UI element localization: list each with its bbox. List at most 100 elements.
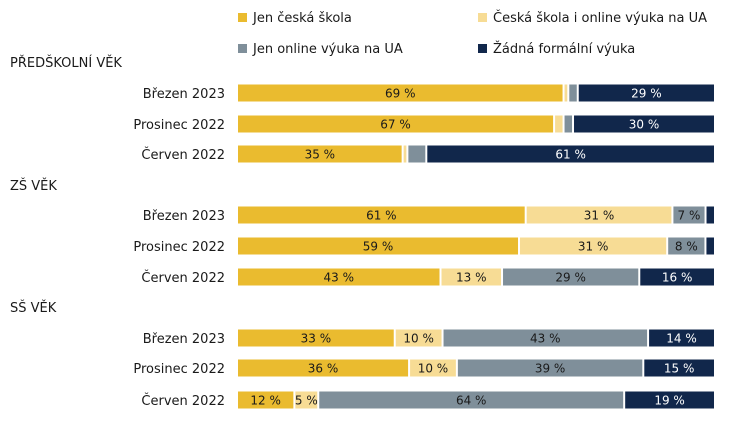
bar-segment-jen-online-vyuka-na-ua <box>319 391 624 409</box>
row-label: Prosinec 2022 <box>133 118 225 133</box>
data-label: 12 % <box>250 394 281 408</box>
bar-segment-ceska-skola-i-online-vyuka-na-ua <box>403 145 407 163</box>
bar-segment-zadna-formalni-vyuka <box>427 145 714 163</box>
data-label: 29 % <box>555 271 586 285</box>
bar-segment-ceska-skola-i-online-vyuka-na-ua <box>295 391 318 409</box>
data-label: 14 % <box>666 332 697 346</box>
bar-row: Březen 2023 69 % 29 % <box>143 84 714 102</box>
legend-label: Jen online výuka na UA <box>252 42 403 57</box>
bar-segment-zadna-formalni-vyuka <box>649 329 714 347</box>
data-label: 39 % <box>535 362 566 376</box>
data-label: 59 % <box>363 240 394 254</box>
bar-row: Červen 2022 43 % 13 % 29 % 16 % <box>141 268 714 286</box>
row-label: Červen 2022 <box>141 393 225 409</box>
row-label: Březen 2023 <box>143 209 225 224</box>
bar-segment-jen-ceska-skola <box>238 206 525 224</box>
bar-segment-jen-ceska-skola <box>238 145 402 163</box>
legend-label: Česká škola i online výuka na UA <box>493 10 707 26</box>
data-label: 31 % <box>584 209 615 223</box>
legend-label: Žádná formální výuka <box>493 41 635 57</box>
bar-segment-zadna-formalni-vyuka <box>644 359 714 377</box>
bar-segment-jen-online-vyuka-na-ua <box>457 359 643 377</box>
bar-row: Březen 2023 61 % 31 % 7 % <box>143 206 714 224</box>
legend: Jen česká škola Česká škola i online výuk… <box>238 10 707 57</box>
legend-item-jen-ceska-skola: Jen česká škola <box>238 11 352 26</box>
group-predskolni-vek: PŘEDŠKOLNÍ VĚK Březen 2023 69 % 29 % Prosine… <box>10 55 714 163</box>
row-label: Prosinec 2022 <box>133 362 225 377</box>
data-label: 43 % <box>324 271 355 285</box>
data-label: 33 % <box>301 332 332 346</box>
data-label: 35 % <box>305 148 336 162</box>
data-label: 19 % <box>654 394 685 408</box>
data-label: 16 % <box>662 271 693 285</box>
bar-segment-ceska-skola-i-online-vyuka-na-ua <box>555 115 563 133</box>
data-label: 67 % <box>380 118 411 132</box>
data-label: 10 % <box>403 332 434 346</box>
legend-item-jen-online-vyuka-na-ua: Jen online výuka na UA <box>238 42 403 57</box>
bar-segment-jen-ceska-skola <box>238 237 519 255</box>
bar-row: Červen 2022 35 % 61 % <box>141 145 714 163</box>
group-title: SŠ VĚK <box>10 300 57 316</box>
bar-segment-ceska-skola-i-online-vyuka-na-ua <box>520 237 667 255</box>
chart-groups: PŘEDŠKOLNÍ VĚK Březen 2023 69 % 29 % Prosine… <box>10 55 714 409</box>
data-label: 30 % <box>629 118 660 132</box>
data-label: 7 % <box>678 209 701 223</box>
bar-segment-ceska-skola-i-online-vyuka-na-ua <box>564 84 568 102</box>
data-label: 29 % <box>631 87 662 101</box>
row-label: Červen 2022 <box>141 147 225 163</box>
bar-segment-jen-ceska-skola <box>238 84 563 102</box>
bar-segment-zadna-formalni-vyuka <box>578 84 714 102</box>
bar-segment-ceska-skola-i-online-vyuka-na-ua <box>526 206 672 224</box>
bar-segment-ceska-skola-i-online-vyuka-na-ua <box>441 268 502 286</box>
bar-segment-jen-online-vyuka-na-ua <box>564 115 573 133</box>
bar-segment-zadna-formalni-vyuka <box>640 268 714 286</box>
bar-segment-jen-ceska-skola <box>238 359 409 377</box>
bar-segment-jen-ceska-skola <box>238 391 294 409</box>
row-label: Červen 2022 <box>141 270 225 286</box>
group-title: PŘEDŠKOLNÍ VĚK <box>10 55 122 71</box>
data-label: 15 % <box>664 362 695 376</box>
bar-segment-jen-online-vyuka-na-ua <box>668 237 705 255</box>
legend-label: Jen česká škola <box>252 11 352 26</box>
bar-segment-jen-online-vyuka-na-ua <box>673 206 705 224</box>
legend-swatch <box>238 44 247 53</box>
bar-segment-jen-ceska-skola <box>238 268 440 286</box>
data-label: 8 % <box>675 240 698 254</box>
legend-swatch <box>238 13 247 22</box>
data-label: 61 % <box>366 209 397 223</box>
row-label: Březen 2023 <box>143 87 225 102</box>
bar-segment-jen-online-vyuka-na-ua <box>408 145 426 163</box>
bar-row: Prosinec 2022 36 % 10 % 39 % 15 % <box>133 359 714 377</box>
data-label: 61 % <box>555 148 586 162</box>
data-label: 31 % <box>578 240 609 254</box>
data-label: 69 % <box>385 87 416 101</box>
data-label: 10 % <box>418 362 449 376</box>
bar-segment-zadna-formalni-vyuka <box>574 115 714 133</box>
data-label: 13 % <box>456 271 487 285</box>
legend-item-zadna-formalni-vyuka: Žádná formální výuka <box>478 41 635 57</box>
bar-segment-ceska-skola-i-online-vyuka-na-ua <box>410 359 456 377</box>
data-label: 36 % <box>308 362 339 376</box>
bar-row: Březen 2023 33 % 10 % 43 % 14 % <box>143 329 714 347</box>
bar-segment-zadna-formalni-vyuka <box>706 237 714 255</box>
bar-segment-zadna-formalni-vyuka <box>625 391 714 409</box>
bar-row: Prosinec 2022 59 % 31 % 8 % <box>133 237 714 255</box>
data-label: 64 % <box>456 394 487 408</box>
bar-segment-jen-online-vyuka-na-ua <box>569 84 577 102</box>
bar-segment-jen-online-vyuka-na-ua <box>443 329 648 347</box>
bar-segment-zadna-formalni-vyuka <box>706 206 714 224</box>
data-label: 43 % <box>530 332 561 346</box>
legend-swatch <box>478 44 487 53</box>
bar-segment-ceska-skola-i-online-vyuka-na-ua <box>395 329 442 347</box>
group-title: ZŠ VĚK <box>10 178 57 194</box>
bar-segment-jen-ceska-skola <box>238 115 554 133</box>
group-ss-vek: SŠ VĚK Březen 2023 33 % 10 % 43 % 14 % Prosine… <box>10 300 714 409</box>
legend-item-ceska-skola-i-online-vyuka-na-ua: Česká škola i online výuka na UA <box>478 10 707 26</box>
data-label: 5 % <box>295 394 318 408</box>
row-label: Prosinec 2022 <box>133 240 225 255</box>
bar-segment-jen-online-vyuka-na-ua <box>503 268 639 286</box>
bar-row: Červen 2022 12 % 5 % 64 % 19 % <box>141 391 714 409</box>
bar-segment-jen-ceska-skola <box>238 329 394 347</box>
bar-row: Prosinec 2022 67 % 30 % <box>133 115 714 133</box>
